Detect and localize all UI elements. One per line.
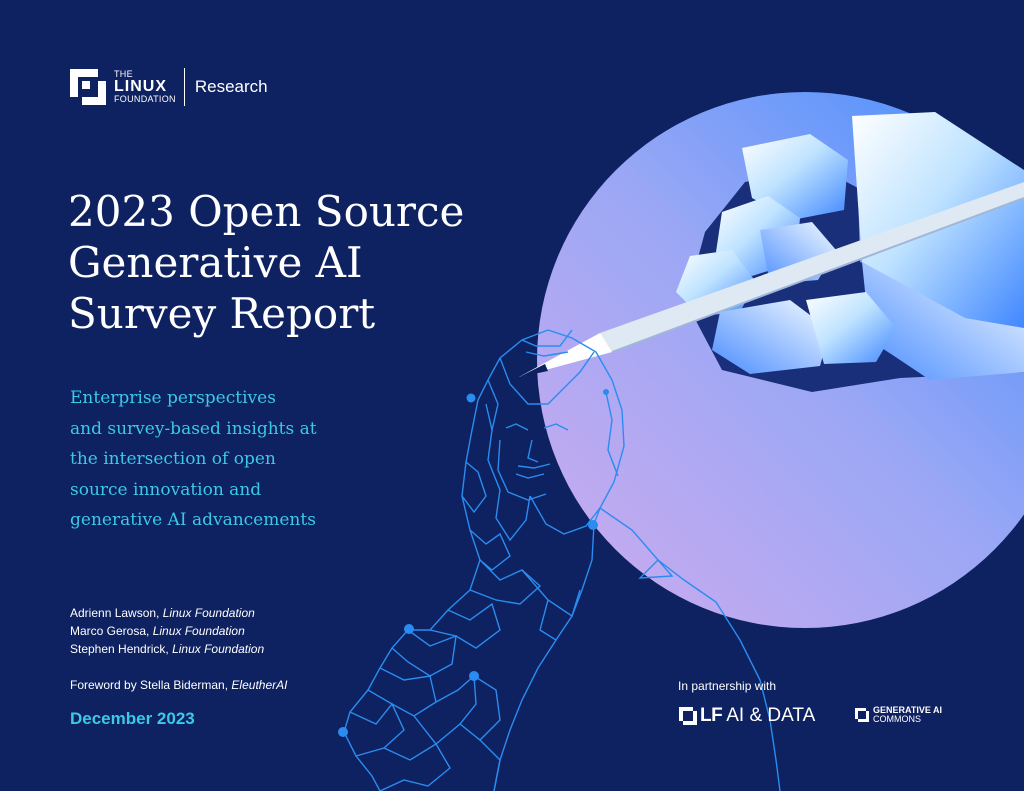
author-item: Adrienn Lawson, Linux Foundation [70,604,264,622]
logo-divider [183,68,185,106]
logo-the: THE [114,69,133,79]
robot-hand-illustration [519,112,1024,392]
wireframe-figure [343,329,781,791]
lf-ai-data-logo[interactable]: LF AI & DATA [679,705,815,727]
genai-wordmark: GENERATIVE AI COMMONS [873,706,942,724]
lf-ai-data-logo-icon [679,707,697,725]
wireframe-nodes [338,389,609,737]
report-title: 2023 Open Source Generative AI Survey Re… [68,186,548,339]
subtitle-line: Enterprise perspectives [70,388,276,408]
subtitle-line: the intersection of open [70,449,276,469]
author-name: Marco Gerosa, [70,624,150,638]
foreword-text: Foreword by Stella Biderman, [70,678,229,692]
logo-linux: LINUX [114,78,167,95]
genai-line2: COMMONS [873,714,921,724]
generative-ai-commons-logo[interactable]: GENERATIVE AI COMMONS [855,706,942,724]
title-line: Generative AI [68,238,363,287]
author-item: Marco Gerosa, Linux Foundation [70,622,264,640]
author-name: Stephen Hendrick, [70,642,169,656]
lf-letters: LF [700,705,723,726]
author-list: Adrienn Lawson, Linux Foundation Marco G… [70,604,264,658]
publication-date: December 2023 [70,709,195,728]
subtitle-line: source innovation and [70,479,262,500]
author-affiliation: Linux Foundation [152,624,245,638]
foreword-credit: Foreword by Stella Biderman, EleutherAI [70,678,287,692]
author-name: Adrienn Lawson, [70,606,160,620]
foreword-affiliation: EleutherAI [231,678,288,692]
linux-foundation-logo-icon [70,69,106,105]
logo-research: Research [194,77,268,96]
linux-foundation-research-logo[interactable]: THE LINUX FOUNDATION Research [70,68,268,106]
logo-wordmark: THE LINUX FOUNDATION [114,70,176,104]
genai-line1: GENERATIVE AI [873,705,943,715]
generative-ai-commons-logo-icon [855,708,869,722]
title-line: Survey Report [68,289,376,338]
title-line: 2023 Open Source [68,187,465,236]
author-affiliation: Linux Foundation [162,606,255,620]
author-item: Stephen Hendrick, Linux Foundation [70,640,264,658]
partnership-label: In partnership with [678,679,777,693]
report-subtitle: Enterprise perspectives and survey-based… [70,383,400,536]
author-affiliation: Linux Foundation [172,642,265,656]
lf-ai-data-text: AI & DATA [726,705,816,726]
logo-foundation: FOUNDATION [114,94,176,104]
subtitle-line: and survey-based insights at [70,418,317,439]
subtitle-line: generative AI advancements [70,510,316,530]
